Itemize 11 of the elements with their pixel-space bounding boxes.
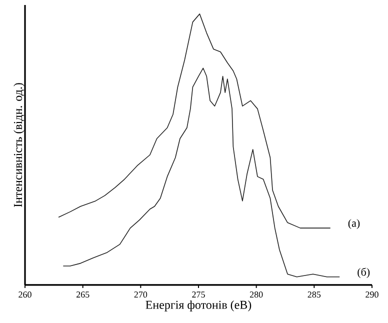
series-label: (a) [348,219,360,230]
x-tick-label: 275 [192,292,205,298]
x-tick-label: 260 [18,292,32,298]
x-tick-label: 285 [308,292,321,298]
x-tick-label: 265 [76,292,90,298]
y-axis-title: Інтенсивність (відн. од.) [14,83,24,207]
series-label: (б) [358,268,370,278]
x-axis-title: Енергія фотонів (eB) [146,300,252,312]
x-tick-label: 270 [134,292,148,298]
x-tick-label: 290 [366,292,378,298]
x-tick-label: 280 [250,292,263,298]
